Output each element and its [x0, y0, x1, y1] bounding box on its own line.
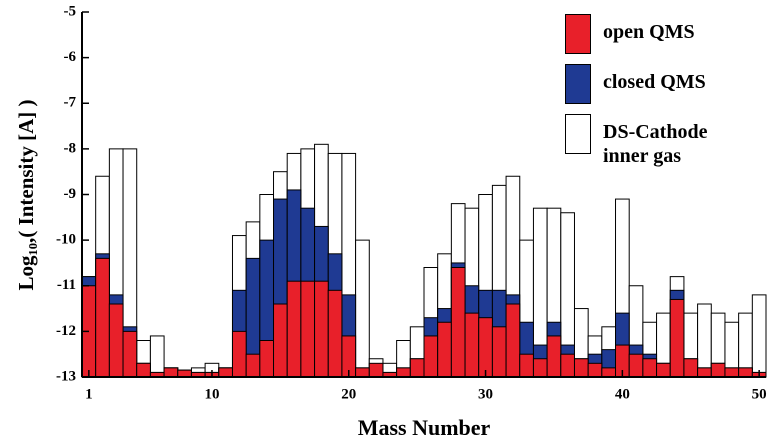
x-tick-label: 30 — [478, 386, 493, 402]
x-tick-label: 50 — [752, 386, 767, 402]
y-tick-label: -12 — [56, 323, 76, 339]
legend-label: DS-Cathode inner gas — [603, 121, 708, 167]
bar — [218, 367, 233, 378]
bar — [656, 362, 671, 378]
legend-swatch — [565, 64, 591, 104]
bar — [149, 335, 165, 378]
bar — [450, 267, 466, 378]
y-tick-label: -11 — [57, 277, 76, 293]
y-tick-label: -7 — [64, 95, 77, 111]
bar — [300, 280, 316, 378]
bar — [628, 353, 644, 378]
bar — [573, 358, 589, 378]
bar — [231, 330, 247, 378]
x-tick-label: 40 — [615, 386, 630, 402]
bar — [532, 358, 548, 378]
bar — [751, 294, 767, 378]
bar — [697, 303, 712, 378]
bar — [122, 330, 138, 378]
bar — [491, 326, 507, 378]
legend: open QMS closed QMS DS-Cathode inner gas — [565, 14, 765, 178]
y-tick-label: -6 — [64, 49, 77, 65]
bar — [108, 303, 124, 378]
bar — [683, 358, 699, 378]
y-tick-label: -5 — [64, 3, 77, 19]
bar — [136, 362, 151, 378]
bar — [464, 312, 480, 378]
legend-item: open QMS — [565, 14, 765, 54]
bar — [478, 317, 493, 378]
bar — [738, 367, 753, 378]
bar — [95, 257, 110, 378]
bar — [697, 367, 712, 378]
bar — [286, 280, 302, 378]
legend-item: closed QMS — [565, 64, 765, 104]
bar — [560, 353, 575, 378]
bar — [546, 335, 562, 378]
bar — [396, 367, 411, 378]
bar — [409, 358, 425, 378]
bar — [437, 321, 452, 378]
y-tick-label: -8 — [64, 140, 77, 156]
bar — [177, 369, 192, 378]
legend-label: closed QMS — [603, 71, 706, 93]
y-tick-label: -13 — [56, 368, 76, 384]
bar — [423, 335, 439, 378]
x-tick-label: 20 — [341, 386, 356, 402]
bar — [245, 353, 261, 378]
y-tick-label: -10 — [56, 232, 76, 248]
bar — [327, 289, 343, 378]
x-axis-title: Mass Number — [358, 415, 491, 440]
legend-swatch — [565, 14, 591, 54]
bar — [601, 367, 617, 378]
bar — [505, 303, 521, 378]
bar — [587, 362, 603, 378]
x-tick-label: 1 — [85, 386, 93, 402]
legend-swatch — [565, 114, 591, 154]
bar — [259, 340, 275, 378]
bar — [669, 298, 685, 378]
bar — [368, 362, 384, 378]
x-tick-label: 10 — [204, 386, 219, 402]
bar — [273, 303, 288, 378]
y-tick-label: -9 — [64, 186, 77, 202]
legend-label: open QMS — [603, 21, 695, 43]
bar — [642, 358, 658, 378]
bar — [519, 353, 534, 378]
bar — [355, 239, 370, 378]
bar — [314, 280, 329, 378]
bar — [355, 367, 370, 378]
bar — [710, 362, 726, 378]
bar — [724, 367, 740, 378]
legend-item: DS-Cathode inner gas — [565, 114, 765, 168]
y-axis-title: Log₁₀,( Intensity [A] ) — [14, 99, 38, 290]
bar — [163, 367, 179, 378]
